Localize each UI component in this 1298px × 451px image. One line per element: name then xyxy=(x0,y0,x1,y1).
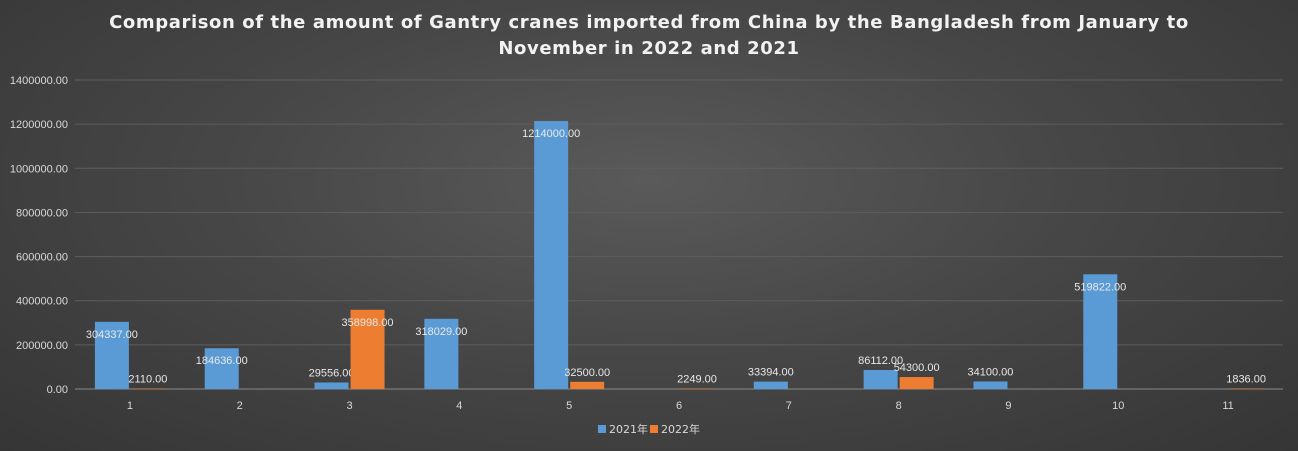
x-tick-label: 6 xyxy=(676,400,682,412)
y-tick-label: 400000.00 xyxy=(16,296,68,308)
data-label: 86112.00 xyxy=(858,355,903,367)
x-tick-label: 3 xyxy=(346,400,352,412)
data-label: 519822.00 xyxy=(1074,281,1126,293)
data-label: 29556.00 xyxy=(309,367,355,379)
bar-series-1 xyxy=(424,318,459,389)
data-label: 2249.00 xyxy=(677,374,717,386)
bar-series-2 xyxy=(899,377,934,389)
x-tick-label: 1 xyxy=(127,400,133,412)
bar-series-1 xyxy=(94,321,129,389)
chart-title-line-2: November in 2022 and 2021 xyxy=(498,38,800,59)
data-label: 318029.00 xyxy=(415,326,467,338)
bar-series-1 xyxy=(534,121,569,389)
legend-swatch xyxy=(598,425,606,433)
data-label: 54300.00 xyxy=(894,362,940,374)
bar-series-2 xyxy=(130,388,165,389)
data-label: 1214000.00 xyxy=(522,128,580,140)
data-label: 358998.00 xyxy=(342,317,394,329)
bar-series-1 xyxy=(1083,274,1118,389)
bar-series-1 xyxy=(204,348,239,389)
bar-series-2 xyxy=(350,309,385,389)
data-label: 2110.00 xyxy=(128,374,167,386)
y-tick-label: 200000.00 xyxy=(16,340,68,352)
data-label: 32500.00 xyxy=(564,367,610,379)
data-label: 34100.00 xyxy=(968,366,1014,378)
x-tick-label: 2 xyxy=(237,400,243,412)
bar-series-1 xyxy=(314,382,349,389)
x-tick-label: 10 xyxy=(1112,400,1124,412)
bar-series-2 xyxy=(570,381,605,389)
chart-title: Comparison of the amount of Gantry crane… xyxy=(0,10,1298,62)
data-label: 304337.00 xyxy=(86,329,138,341)
data-label: 184636.00 xyxy=(196,355,248,367)
y-tick-label: 1000000.00 xyxy=(10,163,68,175)
x-tick-label: 8 xyxy=(896,400,902,412)
x-tick-label: 5 xyxy=(566,400,572,412)
bar-series-1 xyxy=(753,381,788,389)
y-tick-label: 1200000.00 xyxy=(10,119,68,131)
chart-title-line-1: Comparison of the amount of Gantry crane… xyxy=(109,12,1189,33)
y-tick-label: 0.00 xyxy=(47,384,68,396)
x-tick-label: 7 xyxy=(786,400,792,412)
data-label: 33394.00 xyxy=(748,367,794,379)
x-tick-label: 4 xyxy=(456,400,462,412)
y-tick-label: 800000.00 xyxy=(16,207,68,219)
legend-label: 2022年 xyxy=(661,422,700,436)
legend-label: 2021年 xyxy=(609,422,648,436)
bar-series-1 xyxy=(863,369,898,389)
x-tick-label: 9 xyxy=(1005,400,1011,412)
legend-swatch xyxy=(650,425,658,433)
bar-series-2 xyxy=(1229,388,1264,389)
bar-series-2 xyxy=(680,388,714,389)
x-tick-label: 11 xyxy=(1222,400,1233,412)
y-tick-label: 600000.00 xyxy=(16,252,68,264)
y-tick-label: 1400000.00 xyxy=(10,75,68,87)
bar-series-1 xyxy=(973,381,1008,389)
data-label: 1836.00 xyxy=(1226,374,1266,386)
